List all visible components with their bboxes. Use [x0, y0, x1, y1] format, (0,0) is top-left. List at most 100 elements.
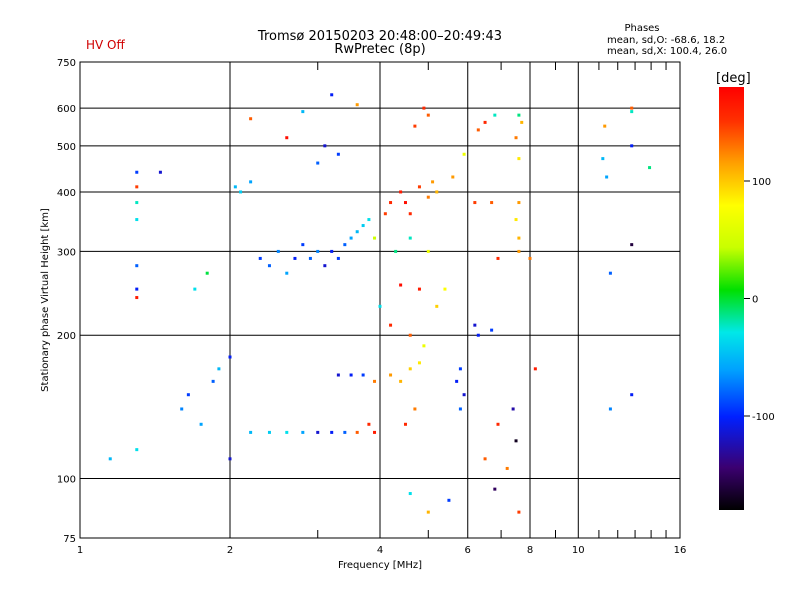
echo-point — [293, 256, 297, 260]
echo-point — [403, 422, 407, 426]
echo-point — [316, 161, 320, 165]
echo-point — [426, 113, 430, 117]
colorbar-unit-label: [deg] — [716, 71, 751, 86]
colorbar — [719, 87, 744, 510]
echo-point — [193, 287, 197, 291]
echo-point — [408, 236, 412, 240]
echo-point — [180, 407, 184, 411]
echo-point — [473, 323, 477, 327]
echo-point — [408, 333, 412, 337]
echo-point — [135, 296, 139, 300]
echo-point — [301, 430, 305, 434]
y-tick-label: 200 — [57, 331, 76, 342]
phase-stats-o: mean, sd,O: -68.6, 18.2 — [607, 35, 725, 46]
echo-point — [447, 498, 451, 502]
phase-heading: Phases — [624, 23, 659, 34]
echo-point — [330, 93, 334, 97]
echo-point — [301, 243, 305, 247]
plot-frame — [79, 61, 681, 539]
echo-point — [451, 175, 455, 179]
echo-point — [443, 287, 447, 291]
echo-point — [517, 236, 521, 240]
echo-point — [330, 249, 334, 253]
echo-point — [435, 190, 439, 194]
echo-point — [514, 439, 518, 443]
echo-point — [316, 249, 320, 253]
plot-grid — [80, 62, 680, 538]
echo-point — [608, 407, 612, 411]
echo-point — [343, 243, 347, 247]
echo-point — [417, 185, 421, 189]
echo-point — [455, 379, 459, 383]
colorbar-tick-label: 0 — [752, 295, 758, 306]
echo-point — [403, 201, 407, 205]
echo-point — [285, 271, 289, 275]
y-axis-label: Stationary phase Virtual Height [km] — [40, 208, 51, 392]
y-tick-label: 75 — [63, 534, 76, 545]
echo-point — [336, 256, 340, 260]
echo-point — [355, 430, 359, 434]
echo-point — [435, 304, 439, 308]
echo-point — [517, 510, 521, 514]
echo-point — [349, 236, 353, 240]
echo-point — [389, 201, 393, 205]
echo-point — [630, 393, 634, 397]
echo-point — [490, 328, 494, 332]
echo-point — [490, 201, 494, 205]
echo-point — [258, 256, 262, 260]
echo-point — [458, 367, 462, 371]
echo-point — [389, 373, 393, 377]
echo-point — [316, 430, 320, 434]
echo-point — [276, 249, 280, 253]
echo-point — [630, 144, 634, 148]
echo-point — [367, 422, 371, 426]
echo-point — [135, 201, 139, 205]
y-tick-label: 400 — [57, 188, 76, 199]
phase-stats-x: mean, sd,X: 100.4, 26.0 — [607, 46, 727, 57]
echo-point — [378, 304, 382, 308]
echo-point — [336, 152, 340, 156]
echo-point — [135, 448, 139, 452]
echo-point — [361, 373, 365, 377]
echo-point — [528, 256, 532, 260]
echo-point — [493, 113, 497, 117]
echo-point — [336, 373, 340, 377]
echo-point — [483, 457, 487, 461]
echo-point — [422, 344, 426, 348]
echo-point — [394, 249, 398, 253]
echo-point — [517, 157, 521, 161]
x-tick-label: 16 — [674, 545, 687, 556]
y-tick-label: 100 — [57, 475, 76, 486]
x-axis-ticks: 1 2 4 6 8 10 16 — [77, 62, 687, 556]
echo-point — [323, 144, 327, 148]
echo-point — [233, 185, 237, 189]
echo-point — [373, 236, 377, 240]
echo-point — [408, 367, 412, 371]
echo-point — [426, 195, 430, 199]
echo-point — [267, 264, 271, 268]
x-tick-label: 2 — [227, 545, 233, 556]
echo-point — [349, 373, 353, 377]
colorbar-tick-label: -100 — [752, 412, 775, 423]
echo-point — [199, 422, 203, 426]
echo-point — [228, 457, 232, 461]
x-tick-label: 10 — [572, 545, 585, 556]
echo-point — [648, 166, 652, 170]
echo-point — [473, 201, 477, 205]
echo-point — [228, 355, 232, 359]
echo-point — [205, 271, 209, 275]
echo-point — [373, 379, 377, 383]
echo-point — [601, 157, 605, 161]
echo-point — [158, 170, 162, 174]
echo-point — [476, 333, 480, 337]
echo-point — [605, 175, 609, 179]
colorbar-ticks: 100 0 -100 — [744, 177, 775, 423]
echo-point — [217, 367, 221, 371]
echo-point — [239, 190, 243, 194]
echo-point — [383, 212, 387, 216]
echo-point — [355, 230, 359, 234]
echo-point — [408, 492, 412, 496]
echo-point — [367, 218, 371, 222]
echo-point — [431, 180, 435, 184]
